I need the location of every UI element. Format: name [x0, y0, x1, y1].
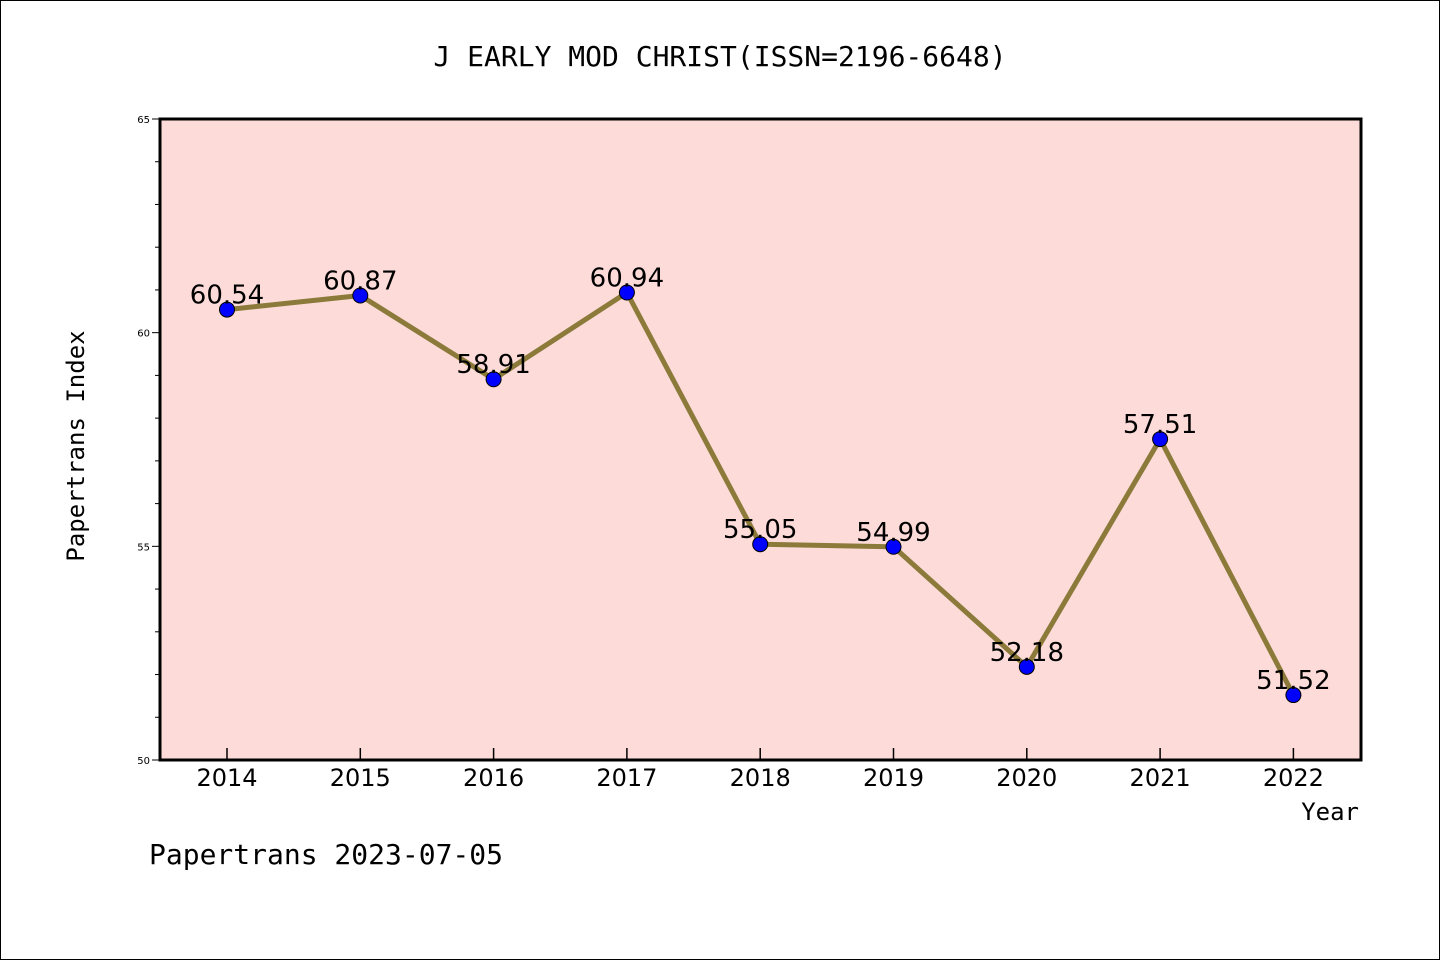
x-tick-label: 2014 — [196, 764, 257, 792]
data-point-marker — [752, 536, 769, 553]
y-tick-label: 60 — [137, 329, 150, 340]
data-point-marker — [352, 287, 369, 304]
data-label: 60.87 — [323, 266, 397, 296]
x-tick-label: 2018 — [730, 764, 791, 792]
x-tick-label: 2015 — [330, 764, 391, 792]
data-label: 55.05 — [723, 515, 797, 545]
y-tick-label: 50 — [137, 756, 150, 767]
data-label: 60.54 — [190, 281, 264, 311]
footer-text: Papertrans 2023-07-05 — [149, 838, 503, 871]
y-tick-label: 55 — [137, 542, 150, 553]
data-point-marker — [1018, 658, 1035, 675]
x-tick-label: 2022 — [1263, 764, 1324, 792]
y-tick-label: 65 — [137, 115, 150, 126]
x-axis-title: Year — [1301, 798, 1359, 826]
x-axis-ticks: 2014 2015 2016 2017 2018 2019 2020 2021 2022 — [196, 748, 1324, 792]
x-tick-label: 2016 — [463, 764, 524, 792]
x-tick-label: 2020 — [996, 764, 1057, 792]
data-label: 54.99 — [856, 518, 930, 548]
plot-border — [158, 117, 1363, 762]
data-label: 60.94 — [590, 263, 664, 293]
data-point-marker — [1152, 431, 1169, 448]
data-point-marker — [1285, 687, 1302, 704]
data-point-marker — [219, 301, 235, 318]
data-series — [219, 284, 1302, 704]
chart-title: J EARLY MOD CHRIST(ISSN=2196-6648) — [433, 40, 1006, 73]
data-point-marker — [885, 538, 902, 555]
data-point-marker — [485, 371, 502, 388]
data-label: 51.52 — [1256, 666, 1330, 696]
data-labels: 60.54 60.87 58.91 60.94 55.05 54.99 52.18 57.51… — [190, 263, 1331, 696]
x-tick-label: 2017 — [596, 764, 657, 792]
y-axis-title: Papertrans Index — [62, 330, 90, 561]
x-tick-label: 2021 — [1130, 764, 1191, 792]
data-label: 58.91 — [456, 350, 530, 380]
x-tick-label: 2019 — [863, 764, 924, 792]
data-point-marker — [618, 284, 635, 301]
data-label: 52.18 — [990, 638, 1064, 668]
y-axis-ticks: 50 55 60 65 — [137, 115, 160, 767]
data-label: 57.51 — [1123, 410, 1197, 440]
